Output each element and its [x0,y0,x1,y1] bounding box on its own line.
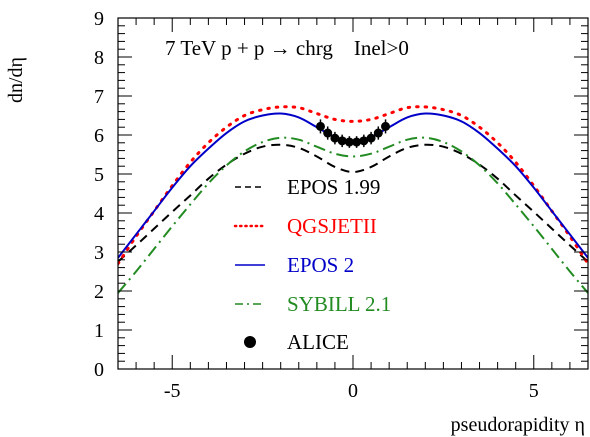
chart-annotation: 7 TeV p + p → chrg Inel>0 [165,36,409,60]
series-line-epos-1-99 [118,143,588,263]
series-line-qgsjetii [118,105,588,266]
legend-marker-alice [244,336,256,348]
alice-point [373,128,383,138]
alice-point [352,137,362,147]
y-tick-label: 3 [94,242,104,264]
legend-label: EPOS 2 [287,253,354,277]
alice-data-layer [315,119,391,148]
y-tick-label: 2 [94,281,104,303]
y-tick-label: 7 [94,86,104,108]
alice-point [381,121,391,131]
legend-label: EPOS 1.99 [287,175,380,199]
alice-point [359,136,369,146]
alice-point [323,128,333,138]
series-line-sybill-2-1 [118,136,588,294]
tick-labels-layer: 0 1 2 3 4 5 6 7 8 9 -5 0 5 [94,8,539,402]
y-tick-label: 4 [94,203,104,225]
x-axis-label: pseudorapidity η [451,414,585,436]
x-tick-label: 5 [529,380,539,402]
ticks-layer [117,17,589,370]
alice-point [344,137,354,147]
legend: EPOS 1.99 QGSJETII EPOS 2 SYBILL 2.1 ALICE [233,175,391,354]
x-tick-label: 0 [348,380,358,402]
y-tick-label: 6 [94,125,104,147]
y-axis-label: dn/dη [5,57,27,103]
alice-point [337,136,347,146]
y-tick-label: 0 [94,359,104,381]
alice-point [330,133,340,143]
legend-label: SYBILL 2.1 [287,292,391,316]
y-tick-label: 9 [94,8,104,30]
alice-point [366,133,376,143]
legend-label: ALICE [287,330,349,354]
legend-label: QGSJETII [287,214,377,238]
y-tick-label: 8 [94,47,104,69]
alice-point [315,121,325,131]
x-tick-label: -5 [164,380,181,402]
y-tick-label: 5 [94,164,104,186]
y-tick-label: 1 [94,320,104,342]
